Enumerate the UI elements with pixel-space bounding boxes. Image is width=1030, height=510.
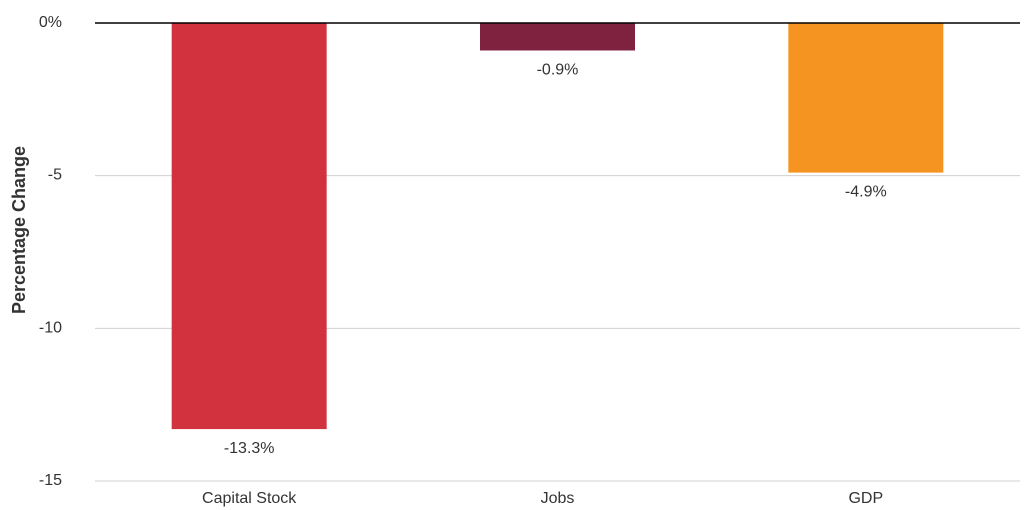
x-category-label: Jobs [541, 490, 575, 507]
y-tick-label: -15 [39, 472, 62, 489]
data-label: -0.9% [537, 61, 579, 78]
x-category-label: Capital Stock [202, 490, 297, 507]
y-axis-title: Percentage Change [9, 146, 29, 314]
data-label: -13.3% [224, 440, 275, 457]
bar-gdp [788, 23, 944, 173]
x-category-label: GDP [848, 490, 883, 507]
bar-jobs [480, 23, 635, 51]
bars [171, 23, 944, 430]
y-tick-label: -5 [48, 167, 62, 184]
axes: 0% -5 -10 -15 Capital Stock Jobs GDP [39, 14, 1020, 507]
y-tick-label: 0% [39, 14, 62, 31]
bar-capital-stock [171, 23, 327, 430]
y-tick-label: -10 [39, 319, 62, 336]
data-labels: -13.3% -0.9% -4.9% [224, 61, 887, 457]
data-label: -4.9% [845, 184, 887, 201]
